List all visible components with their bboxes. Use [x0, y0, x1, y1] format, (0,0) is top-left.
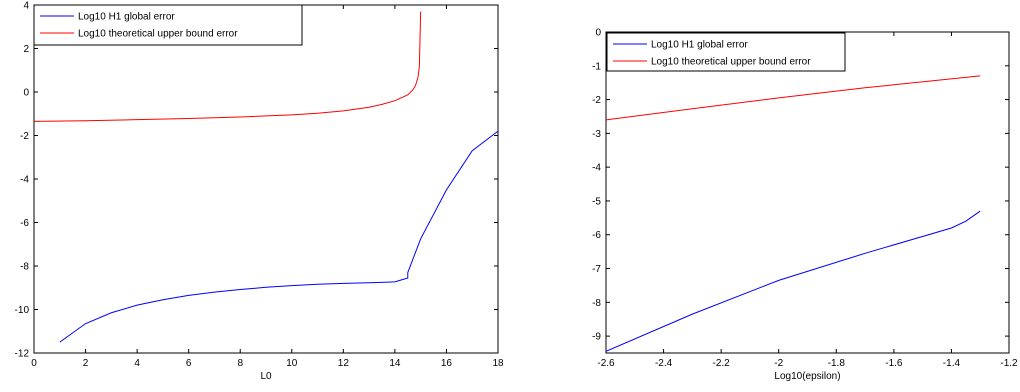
series-line-theoretical-upper-bound — [606, 75, 981, 121]
y-tick-label: 4 — [23, 1, 29, 12]
axes-frame — [605, 31, 1010, 354]
series-line-h1-global-error — [59, 130, 498, 343]
left-plot: 0 2 4 6 8 10 12 14 16 18 -12 -10 -8 -6 -4 -2 0 2 4 L0 Log10 … — [15, 1, 504, 383]
x-tick-label: -1.2 — [1000, 358, 1018, 369]
y-tick-label: 0 — [23, 88, 29, 99]
series-line-theoretical-upper-bound — [34, 11, 422, 122]
y-tick-label: -8 — [592, 298, 601, 309]
legend-entry: Log10 theoretical upper bound error — [78, 29, 238, 40]
y-tick-label: -2 — [20, 131, 29, 142]
y-tick-label: -5 — [592, 196, 601, 207]
y-tick-label: -8 — [20, 262, 29, 273]
x-tick-label: 16 — [441, 358, 453, 369]
x-axis-label: L0 — [260, 371, 272, 382]
y-tick-label: -1 — [592, 61, 601, 72]
x-tick-label: 6 — [186, 358, 192, 369]
series-line-h1-global-error — [606, 210, 981, 352]
y-tick-label: -12 — [15, 349, 30, 360]
y-tick-label: -10 — [15, 305, 30, 316]
x-tick-label: 2 — [83, 358, 89, 369]
legend-entry: Log10 H1 global error — [651, 40, 748, 51]
legend-box — [606, 32, 846, 72]
y-tick-label: -6 — [20, 218, 29, 229]
x-tick-label: 8 — [237, 358, 243, 369]
x-axis-label: Log10(epsilon) — [774, 371, 840, 382]
legend-entry: Log10 theoretical upper bound error — [651, 57, 811, 68]
x-tick-label: -2.4 — [655, 358, 673, 369]
y-tick-label: -7 — [592, 264, 601, 275]
x-tick-label: -2 — [774, 358, 783, 369]
y-tick-label: -9 — [592, 332, 601, 343]
y-tick-label: -3 — [592, 129, 601, 140]
x-tick-label: -2.6 — [597, 358, 615, 369]
x-tick-label: 4 — [134, 358, 140, 369]
x-tick-label: 14 — [389, 358, 401, 369]
x-tick-label: 12 — [338, 358, 350, 369]
y-tick-label: -6 — [592, 230, 601, 241]
x-tick-label: -1.6 — [885, 358, 903, 369]
y-tick-label: 0 — [595, 28, 601, 39]
x-tick-label: 18 — [492, 358, 504, 369]
x-tick-label: 0 — [31, 358, 37, 369]
y-tick-label: -4 — [592, 163, 601, 174]
x-tick-label: -1.8 — [828, 358, 846, 369]
x-tick-label: -2.2 — [713, 358, 731, 369]
x-tick-label: 10 — [286, 358, 298, 369]
legend-entry: Log10 H1 global error — [78, 12, 175, 23]
y-tick-label: -4 — [20, 175, 29, 186]
right-plot: -2.6 -2.4 -2.2 -2 -1.8 -1.6 -1.4 -1.2 -9 -8 -7 -6 -5… — [592, 28, 1018, 383]
axes-frame — [33, 4, 499, 354]
y-tick-label: -2 — [592, 95, 601, 106]
y-tick-label: 2 — [23, 44, 29, 55]
legend-box — [33, 4, 303, 46]
x-tick-label: -1.4 — [943, 358, 961, 369]
